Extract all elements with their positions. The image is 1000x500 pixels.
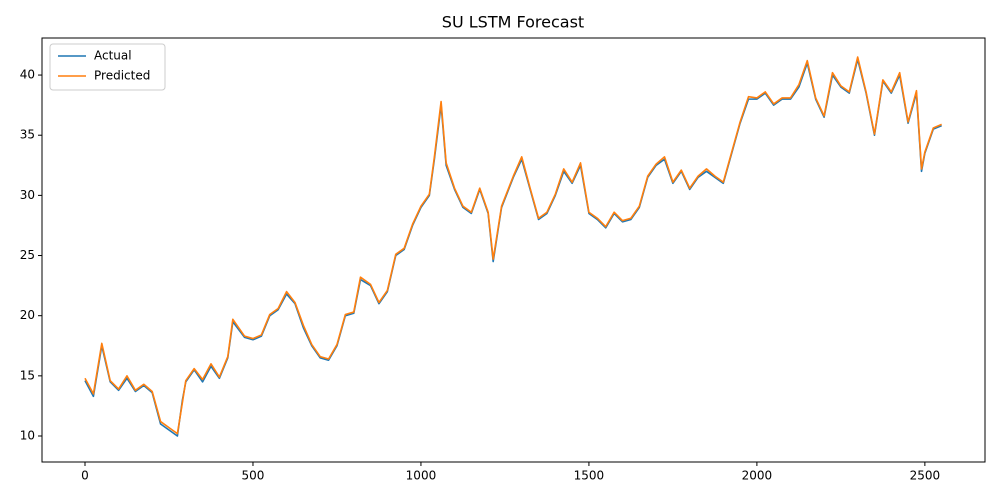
y-tick-label: 35 [20,128,35,142]
x-tick-label: 2500 [910,469,941,483]
chart-title: SU LSTM Forecast [442,13,584,32]
y-tick-label: 40 [20,68,35,82]
x-tick-label: 500 [242,469,265,483]
series-line [84,56,942,435]
x-tick-label: 0 [81,469,89,483]
y-tick-label: 20 [20,308,35,322]
x-tick-label: 1500 [574,469,605,483]
y-tick-label: 30 [20,188,35,202]
x-tick-label: 2000 [742,469,773,483]
series-line [84,58,942,437]
legend-label: Actual [94,49,132,63]
x-tick-label: 1000 [406,469,437,483]
y-tick-label: 25 [20,248,35,262]
y-tick-label: 15 [20,368,35,382]
y-tick-label: 10 [20,429,35,443]
plot-frame [41,37,986,463]
legend-label: Predicted [94,69,150,83]
